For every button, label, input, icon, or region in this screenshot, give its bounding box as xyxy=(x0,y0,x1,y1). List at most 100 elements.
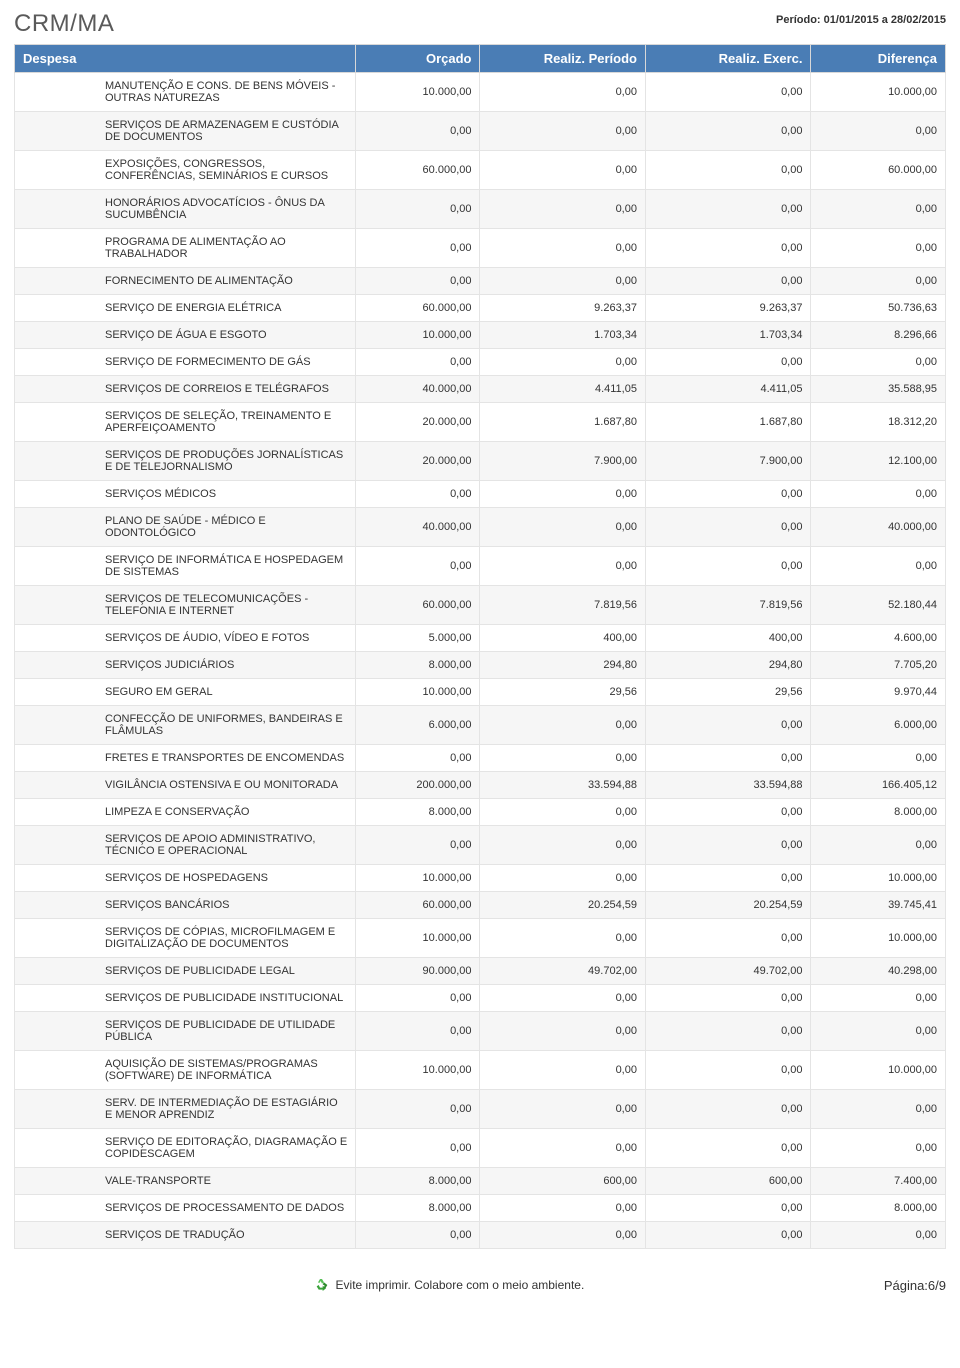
table-row: AQUISIÇÃO DE SISTEMAS/PROGRAMAS (SOFTWAR… xyxy=(15,1051,946,1090)
table-row: SERVIÇOS DE PRODUÇÕES JORNALÍSTICAS E DE… xyxy=(15,442,946,481)
cell-value: 20.000,00 xyxy=(356,403,480,442)
cell-value: 0,00 xyxy=(645,799,811,826)
cell-value: 90.000,00 xyxy=(356,958,480,985)
cell-value: 0,00 xyxy=(645,349,811,376)
table-row: SERVIÇOS DE ÁUDIO, VÍDEO E FOTOS5.000,00… xyxy=(15,625,946,652)
cell-value: 0,00 xyxy=(480,826,646,865)
col-realiz-periodo: Realiz. Período xyxy=(480,45,646,73)
table-row: PROGRAMA DE ALIMENTAÇÃO AO TRABALHADOR0,… xyxy=(15,229,946,268)
cell-value: 0,00 xyxy=(645,865,811,892)
cell-value: 0,00 xyxy=(356,547,480,586)
cell-value: 6.000,00 xyxy=(356,706,480,745)
cell-value: 10.000,00 xyxy=(811,865,946,892)
cell-value: 0,00 xyxy=(356,826,480,865)
cell-value: 0,00 xyxy=(480,229,646,268)
cell-value: 0,00 xyxy=(645,481,811,508)
table-row: SERVIÇO DE ÁGUA E ESGOTO10.000,001.703,3… xyxy=(15,322,946,349)
page-number: Página:6/9 xyxy=(884,1278,946,1293)
cell-value: 8.296,66 xyxy=(811,322,946,349)
table-row: SERVIÇOS JUDICIÁRIOS8.000,00294,80294,80… xyxy=(15,652,946,679)
cell-value: 0,00 xyxy=(480,1195,646,1222)
cell-value: 10.000,00 xyxy=(356,865,480,892)
cell-description: SERVIÇOS DE PRODUÇÕES JORNALÍSTICAS E DE… xyxy=(15,442,356,481)
page-title: CRM/MA xyxy=(14,10,114,38)
cell-description: AQUISIÇÃO DE SISTEMAS/PROGRAMAS (SOFTWAR… xyxy=(15,1051,356,1090)
cell-value: 0,00 xyxy=(645,508,811,547)
cell-description: VIGILÂNCIA OSTENSIVA E OU MONITORADA xyxy=(15,772,356,799)
cell-value: 60.000,00 xyxy=(811,151,946,190)
cell-description: FRETES E TRANSPORTES DE ENCOMENDAS xyxy=(15,745,356,772)
cell-value: 0,00 xyxy=(645,268,811,295)
cell-value: 0,00 xyxy=(645,1051,811,1090)
cell-description: EXPOSIÇÕES, CONGRESSOS, CONFERÊNCIAS, SE… xyxy=(15,151,356,190)
cell-value: 0,00 xyxy=(356,229,480,268)
cell-value: 0,00 xyxy=(645,190,811,229)
cell-value: 0,00 xyxy=(811,985,946,1012)
cell-value: 8.000,00 xyxy=(356,652,480,679)
cell-description: SERVIÇOS DE PUBLICIDADE INSTITUCIONAL xyxy=(15,985,356,1012)
cell-value: 49.702,00 xyxy=(645,958,811,985)
cell-value: 0,00 xyxy=(480,349,646,376)
cell-value: 0,00 xyxy=(645,229,811,268)
cell-value: 0,00 xyxy=(811,1090,946,1129)
cell-value: 0,00 xyxy=(356,112,480,151)
table-header-row: Despesa Orçado Realiz. Período Realiz. E… xyxy=(15,45,946,73)
cell-description: SERVIÇO DE EDITORAÇÃO, DIAGRAMAÇÃO E COP… xyxy=(15,1129,356,1168)
cell-value: 6.000,00 xyxy=(811,706,946,745)
cell-value: 10.000,00 xyxy=(356,919,480,958)
table-row: SEGURO EM GERAL10.000,0029,5629,569.970,… xyxy=(15,679,946,706)
cell-value: 7.819,56 xyxy=(645,586,811,625)
cell-description: SERVIÇOS DE PUBLICIDADE LEGAL xyxy=(15,958,356,985)
cell-value: 4.411,05 xyxy=(480,376,646,403)
cell-value: 40.000,00 xyxy=(811,508,946,547)
cell-value: 0,00 xyxy=(811,112,946,151)
cell-value: 52.180,44 xyxy=(811,586,946,625)
cell-value: 1.687,80 xyxy=(645,403,811,442)
cell-value: 8.000,00 xyxy=(811,799,946,826)
cell-value: 0,00 xyxy=(480,481,646,508)
cell-description: SERVIÇO DE FORMECIMENTO DE GÁS xyxy=(15,349,356,376)
cell-value: 8.000,00 xyxy=(356,799,480,826)
cell-value: 60.000,00 xyxy=(356,295,480,322)
cell-description: SERVIÇOS DE PUBLICIDADE DE UTILIDADE PÚB… xyxy=(15,1012,356,1051)
cell-value: 39.745,41 xyxy=(811,892,946,919)
cell-description: MANUTENÇÃO E CONS. DE BENS MÓVEIS - OUTR… xyxy=(15,73,356,112)
cell-value: 0,00 xyxy=(480,151,646,190)
cell-value: 0,00 xyxy=(645,985,811,1012)
cell-value: 60.000,00 xyxy=(356,892,480,919)
cell-description: HONORÁRIOS ADVOCATÍCIOS - ÔNUS DA SUCUMB… xyxy=(15,190,356,229)
cell-value: 0,00 xyxy=(356,1012,480,1051)
cell-value: 29,56 xyxy=(480,679,646,706)
cell-value: 0,00 xyxy=(645,1222,811,1249)
cell-value: 10.000,00 xyxy=(356,679,480,706)
cell-value: 0,00 xyxy=(356,481,480,508)
cell-value: 0,00 xyxy=(480,799,646,826)
cell-description: FORNECIMENTO DE ALIMENTAÇÃO xyxy=(15,268,356,295)
cell-value: 0,00 xyxy=(811,268,946,295)
cell-value: 60.000,00 xyxy=(356,151,480,190)
cell-value: 9.263,37 xyxy=(645,295,811,322)
cell-value: 0,00 xyxy=(480,985,646,1012)
cell-value: 10.000,00 xyxy=(356,322,480,349)
table-row: SERVIÇO DE INFORMÁTICA E HOSPEDAGEM DE S… xyxy=(15,547,946,586)
page-footer: Evite imprimir. Colabore com o meio ambi… xyxy=(14,1277,946,1293)
cell-value: 8.000,00 xyxy=(356,1195,480,1222)
table-row: SERVIÇOS DE PUBLICIDADE DE UTILIDADE PÚB… xyxy=(15,1012,946,1051)
cell-value: 0,00 xyxy=(480,1051,646,1090)
cell-description: VALE-TRANSPORTE xyxy=(15,1168,356,1195)
table-row: SERVIÇOS DE ARMAZENAGEM E CUSTÓDIA DE DO… xyxy=(15,112,946,151)
cell-value: 0,00 xyxy=(356,745,480,772)
cell-value: 1.703,34 xyxy=(480,322,646,349)
cell-value: 0,00 xyxy=(356,1129,480,1168)
cell-value: 0,00 xyxy=(811,1012,946,1051)
eco-message-text: Evite imprimir. Colabore com o meio ambi… xyxy=(336,1278,585,1292)
cell-value: 8.000,00 xyxy=(811,1195,946,1222)
table-row: SERV. DE INTERMEDIAÇÃO DE ESTAGIÁRIO E M… xyxy=(15,1090,946,1129)
cell-value: 400,00 xyxy=(480,625,646,652)
cell-description: PLANO DE SAÚDE - MÉDICO E ODONTOLÓGICO xyxy=(15,508,356,547)
cell-value: 10.000,00 xyxy=(811,1051,946,1090)
table-row: VIGILÂNCIA OSTENSIVA E OU MONITORADA200.… xyxy=(15,772,946,799)
cell-value: 0,00 xyxy=(480,706,646,745)
cell-value: 9.263,37 xyxy=(480,295,646,322)
cell-value: 10.000,00 xyxy=(811,919,946,958)
